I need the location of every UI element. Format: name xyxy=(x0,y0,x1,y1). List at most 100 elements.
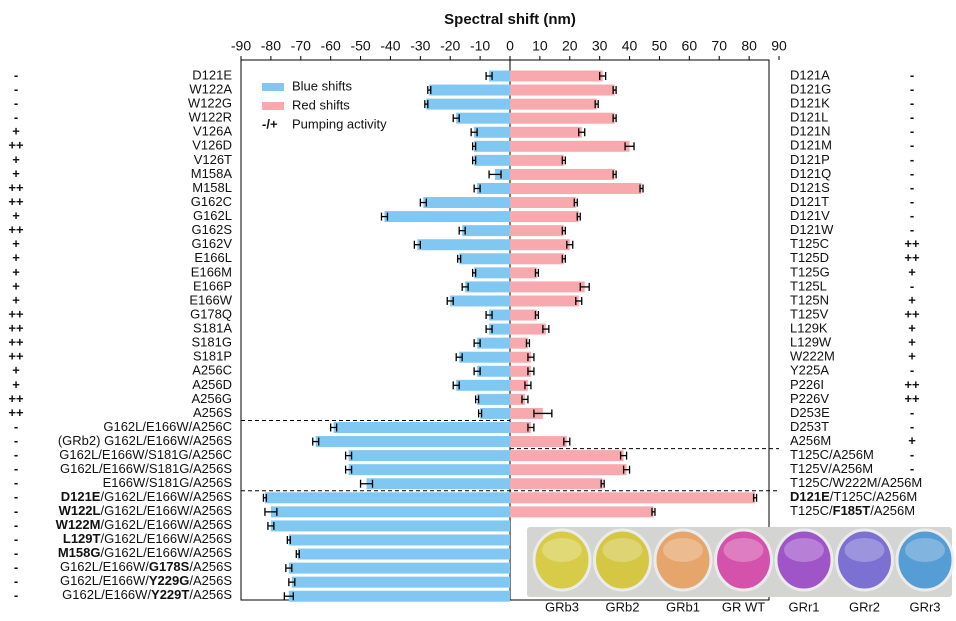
row-label: D121S xyxy=(790,180,830,195)
label-part: /A256S xyxy=(189,574,232,589)
activity: - xyxy=(14,461,18,476)
activity: - xyxy=(14,96,18,111)
activity: ++ xyxy=(8,138,24,153)
activity: + xyxy=(908,349,916,364)
activity: + xyxy=(12,278,20,293)
bar xyxy=(510,169,615,180)
bar xyxy=(510,211,579,222)
bar xyxy=(510,127,582,138)
activity: - xyxy=(14,503,18,518)
x-tick-label: -90 xyxy=(231,38,251,54)
activity: - xyxy=(910,278,914,293)
activity: + xyxy=(12,166,20,181)
label-part: D121E xyxy=(790,489,830,504)
activity: - xyxy=(910,208,914,223)
activity: + xyxy=(12,152,20,167)
bar xyxy=(450,295,510,306)
activity: - xyxy=(14,545,18,560)
photo-label: GRb1 xyxy=(666,599,700,614)
row-label: W122A xyxy=(189,81,232,96)
row-label: S181A xyxy=(193,321,232,336)
well-highlight xyxy=(724,538,764,562)
label-part: /A256M xyxy=(870,503,915,518)
row-label: D121K xyxy=(790,96,830,111)
x-tick-label: 40 xyxy=(622,38,638,54)
x-tick-label: -10 xyxy=(470,38,490,54)
well-highlight xyxy=(784,538,824,562)
bar xyxy=(298,549,510,560)
bar xyxy=(480,408,510,419)
activity: - xyxy=(910,461,914,476)
activity: ++ xyxy=(904,250,920,265)
activity: ++ xyxy=(904,236,920,251)
bar xyxy=(423,197,510,208)
label-part: M158G xyxy=(58,545,101,560)
row-label: T125G xyxy=(790,264,830,279)
row-label: D121T xyxy=(790,194,829,209)
bar xyxy=(510,155,564,166)
row-label: M158G/G162L/E166W/A256S xyxy=(58,545,232,560)
bar xyxy=(474,155,510,166)
row-label: W122G xyxy=(188,96,232,111)
bar xyxy=(510,295,579,306)
photo-label: GRb2 xyxy=(606,599,640,614)
bar xyxy=(271,520,510,531)
bar xyxy=(510,492,755,503)
label-part: F185T xyxy=(833,503,871,518)
activity: - xyxy=(910,166,914,181)
row-label: E166W/S181G/A256S xyxy=(103,475,233,490)
legend-swatch xyxy=(262,83,284,91)
bar xyxy=(510,85,615,96)
row-label: A256G xyxy=(192,391,232,406)
label-part: /G162L/E166W/A256S xyxy=(100,517,232,532)
row-label: D121A xyxy=(790,67,830,82)
activity: - xyxy=(14,588,18,603)
activity: - xyxy=(14,419,18,434)
row-label: T125C xyxy=(790,236,829,251)
row-label: T125V xyxy=(790,306,829,321)
row-label: G162L xyxy=(193,208,232,223)
row-label: W122M/G162L/E166W/A256S xyxy=(56,517,233,532)
row-label: E166L xyxy=(194,250,232,265)
activity: + xyxy=(908,292,916,307)
legend-label: Blue shifts xyxy=(292,78,352,93)
activity: + xyxy=(12,363,20,378)
legend-swatch xyxy=(262,102,284,110)
bar xyxy=(265,492,510,503)
activity: + xyxy=(12,250,20,265)
bar xyxy=(271,506,510,517)
row-label: P226I xyxy=(790,377,824,392)
x-tick-label: 80 xyxy=(741,38,757,54)
bar xyxy=(510,478,603,489)
label-part: /G162L/E166W/A256S xyxy=(100,531,232,546)
row-label: G162L/E166W/Y229T/A256S xyxy=(62,588,232,603)
bar xyxy=(510,141,630,152)
activity: ++ xyxy=(8,321,24,336)
label-part: G162L/E166W/ xyxy=(60,560,149,575)
activity: - xyxy=(14,489,18,504)
legend-label: Pumping activity xyxy=(292,116,387,131)
activity: - xyxy=(14,447,18,462)
bar xyxy=(510,450,624,461)
row-label: G162L/E166W/S181G/A256C xyxy=(59,447,232,462)
activity: - xyxy=(910,222,914,237)
row-label: G162V xyxy=(192,236,233,251)
activity: + xyxy=(12,124,20,139)
x-tick-label: 50 xyxy=(652,38,668,54)
bar xyxy=(474,267,510,278)
row-label: W222M xyxy=(790,349,835,364)
row-label: D121V xyxy=(790,208,830,223)
photo-label: GRr1 xyxy=(788,599,819,614)
bar xyxy=(417,239,510,250)
activity: - xyxy=(910,81,914,96)
bar xyxy=(510,310,537,321)
x-tick-label: 30 xyxy=(592,38,608,54)
row-label: T125V/A256M xyxy=(790,461,873,476)
row-label: V126A xyxy=(193,124,232,139)
row-label: T125C/W222M/A256M xyxy=(790,475,922,490)
bar xyxy=(367,478,510,489)
activity: + xyxy=(908,264,916,279)
label-part: /A256S xyxy=(189,588,232,603)
activity: ++ xyxy=(8,405,24,420)
activity: - xyxy=(910,363,914,378)
